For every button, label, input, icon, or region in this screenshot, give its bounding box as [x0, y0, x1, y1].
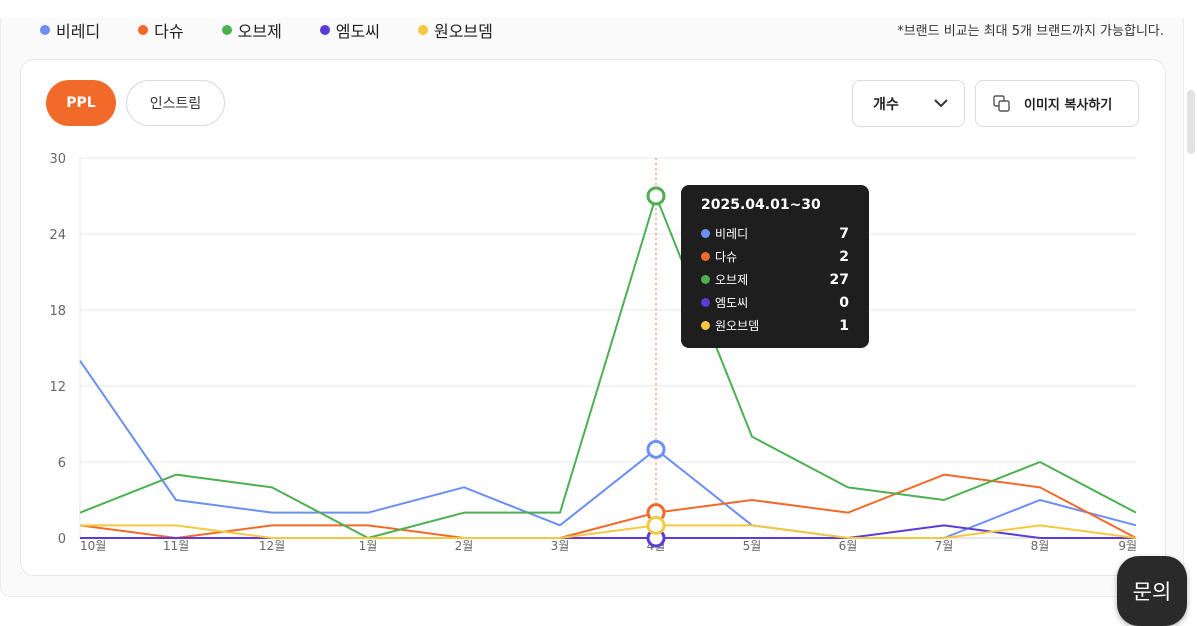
tooltip-name: 비레디 [715, 227, 749, 241]
series-line [79, 360, 1137, 539]
x-tick-label: 8월 [1031, 539, 1050, 553]
y-tick-label: 30 [49, 152, 66, 167]
tooltip-row: 엠도씨 0 [701, 291, 849, 314]
x-tick-label: 5월 [743, 539, 762, 553]
tooltip-dot [701, 229, 710, 238]
tooltip-name: 엠도씨 [715, 296, 749, 310]
tooltip-name: 원오브뎀 [715, 319, 760, 333]
tooltip-row: 원오브뎀 1 [701, 314, 849, 337]
legend-item[interactable]: 다슈 [138, 18, 184, 42]
copy-icon [992, 94, 1012, 114]
tooltip-value: 7 [839, 225, 849, 242]
legend-item[interactable]: 비레디 [40, 18, 100, 42]
x-tick-label: 9월 [1118, 539, 1137, 553]
chart-card: PPL 인스트림 개수 이미지 복사하기 [20, 59, 1166, 576]
legend-dot [417, 25, 428, 35]
data-point-marker [646, 439, 666, 459]
data-point-marker [646, 515, 666, 535]
tooltip-dot [701, 275, 710, 284]
legend: 비레디 다슈 오브제 엠도씨 원오브뎀 [40, 18, 531, 42]
x-tick-label: 6월 [839, 539, 858, 553]
x-tick-label: 11월 [163, 539, 189, 553]
inquiry-button[interactable]: 문의 [1117, 556, 1187, 626]
tooltip-row: 오브제 27 [701, 268, 849, 291]
tab-ppl[interactable]: PPL [46, 80, 116, 126]
y-tick-label: 18 [49, 304, 66, 319]
scrollbar[interactable] [1187, 90, 1195, 154]
chevron-down-icon [934, 96, 948, 112]
legend-item[interactable]: 원오브뎀 [417, 18, 493, 42]
series-line [79, 195, 1137, 539]
copy-image-label: 이미지 복사하기 [1024, 98, 1113, 113]
y-tick-label: 24 [49, 228, 66, 243]
tooltip-dot [701, 321, 710, 330]
brand-limit-notice: *브랜드 비교는 최대 5개 브랜드까지 가능합니다. [897, 24, 1164, 39]
series-line [80, 524, 1136, 539]
data-point-marker [646, 186, 666, 206]
legend-label: 다슈 [154, 22, 184, 41]
legend-label: 비레디 [56, 22, 101, 41]
series-line [79, 473, 1137, 539]
tooltip-row: 다슈 2 [701, 245, 849, 268]
legend-dot [319, 25, 330, 35]
legend-dot [138, 25, 149, 35]
legend-dot [40, 25, 50, 35]
tooltip-title: 2025.04.01~30 [701, 197, 821, 213]
x-tick-label: 3월 [551, 539, 570, 553]
metric-select-value: 개수 [873, 96, 899, 113]
metric-select[interactable]: 개수 [852, 80, 965, 127]
legend-label: 오브제 [237, 22, 282, 41]
legend-label: 원오브뎀 [433, 22, 493, 41]
x-tick-label: 1월 [359, 539, 378, 553]
x-tick-label: 2월 [455, 539, 474, 553]
legend-dot [221, 25, 232, 35]
tooltip-value: 2 [839, 248, 849, 265]
tooltip-dot [701, 252, 710, 261]
tooltip-row: 비레디 7 [701, 222, 849, 245]
tooltip-dot [701, 298, 710, 307]
x-tick-label: 10월 [80, 539, 106, 553]
tab-instream[interactable]: 인스트림 [126, 80, 225, 126]
legend-label: 엠도씨 [335, 22, 380, 41]
copy-image-button[interactable]: 이미지 복사하기 [975, 80, 1139, 127]
tooltip-value: 1 [839, 317, 849, 334]
legend-item[interactable]: 엠도씨 [319, 18, 380, 42]
y-tick-label: 0 [58, 532, 66, 547]
x-tick-label: 7월 [935, 539, 954, 553]
x-tick-label: 12월 [259, 539, 285, 553]
tooltip-value: 0 [839, 294, 849, 311]
chart-tooltip: 2025.04.01~30 비레디 7 다슈 2 오브제 27 엠도씨 0 원오브뎀 1 [681, 185, 869, 348]
tooltip-name: 오브제 [715, 273, 749, 287]
tooltip-name: 다슈 [715, 250, 738, 264]
y-tick-label: 12 [49, 380, 66, 395]
series-line [80, 524, 1137, 539]
legend-item[interactable]: 오브제 [221, 18, 282, 42]
tooltip-value: 27 [829, 271, 849, 288]
y-tick-label: 6 [58, 456, 66, 471]
